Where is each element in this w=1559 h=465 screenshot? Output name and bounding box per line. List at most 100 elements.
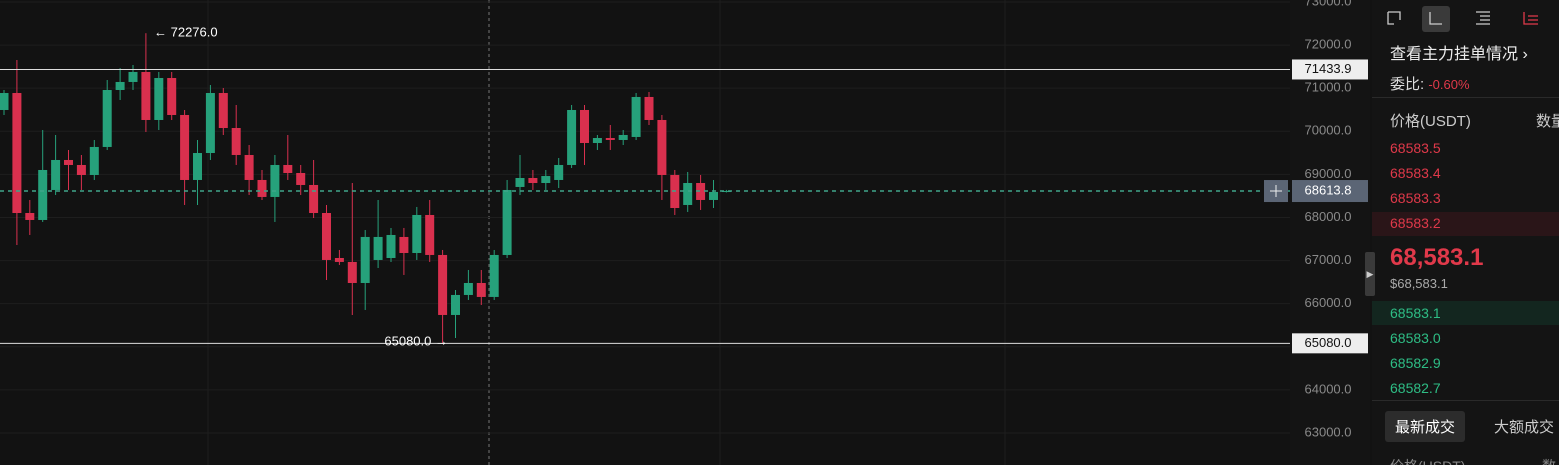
candle-body	[244, 154, 254, 180]
ratio: 委比: -0.60%	[1390, 73, 1470, 94]
y-tick-label: 64000.0	[1305, 381, 1352, 396]
candle-body	[515, 178, 525, 187]
candle-body	[554, 164, 564, 180]
candle-body	[205, 93, 215, 154]
candle-body	[399, 236, 409, 253]
y-tick-label: 63000.0	[1305, 424, 1352, 439]
candle-body	[528, 178, 538, 184]
ask-price[interactable]: 68583.3	[1390, 190, 1441, 206]
ask-highlight	[1372, 212, 1559, 236]
candle-body	[489, 254, 499, 297]
y-tick-label: 70000.0	[1305, 123, 1352, 138]
candle-body	[270, 164, 280, 197]
last-price-usd: $68,583.1	[1390, 276, 1448, 291]
candle-body	[309, 184, 319, 213]
price-tag-label: 65080.0	[1305, 335, 1352, 350]
candle-body	[580, 109, 589, 144]
candle-body	[257, 179, 267, 197]
divider	[1372, 400, 1559, 401]
candle-body	[360, 236, 370, 283]
candle-body	[451, 294, 460, 315]
candle-body	[231, 128, 241, 155]
candle-body	[373, 236, 383, 260]
tool-icon[interactable]	[1476, 11, 1490, 25]
candle-body	[721, 191, 731, 193]
y-tick-label: 67000.0	[1305, 252, 1352, 267]
trades-header: 价格(USDT)	[1390, 456, 1465, 465]
candle-body	[115, 81, 125, 90]
candle-body	[657, 119, 667, 175]
depth-link[interactable]: 查看主力挂单情况 ›	[1390, 46, 1528, 63]
candle-body	[76, 164, 86, 175]
candle-body	[438, 254, 448, 315]
candle-body	[38, 169, 48, 220]
candle-body	[180, 114, 190, 180]
ask-price[interactable]: 68583.4	[1390, 165, 1441, 181]
tool-icon[interactable]	[1429, 12, 1442, 25]
header-price: 价格(USDT)	[1390, 113, 1471, 130]
candle-body	[463, 282, 473, 295]
candle-body	[683, 183, 693, 205]
price-tag	[1292, 333, 1368, 354]
candle-body	[102, 89, 112, 147]
order-panel: 查看主力挂单情况 › 委比: -0.60% 价格(USDT) 数量 68583.…	[1372, 0, 1559, 465]
add-icon	[1270, 185, 1282, 198]
candle-body	[51, 159, 61, 190]
ask-price[interactable]: 68583.2	[1390, 215, 1441, 231]
y-tick-label: 69000.0	[1305, 166, 1352, 181]
candle-body	[154, 78, 164, 120]
candle-body	[386, 234, 396, 258]
candle-body	[218, 93, 228, 129]
price-tag	[1292, 59, 1368, 80]
y-tick-label: 73000.0	[1305, 0, 1352, 8]
candle-body	[141, 71, 151, 120]
candle-body	[167, 78, 177, 115]
candle-body	[696, 183, 706, 200]
divider	[1372, 97, 1559, 98]
candle-body	[592, 138, 602, 144]
trades-header: 数	[1542, 456, 1556, 465]
candle-body	[322, 212, 331, 260]
link-text[interactable]: 查看主力挂单情况	[1390, 46, 1519, 63]
y-tick-label: 72000.0	[1305, 37, 1352, 52]
ratio-value: -0.60%	[1428, 77, 1470, 92]
candle-body	[618, 134, 628, 140]
candle-body	[128, 71, 138, 82]
bid-price[interactable]: 68582.9	[1390, 355, 1441, 371]
y-tick-label: 68000.0	[1305, 209, 1352, 224]
tool-selected[interactable]	[1422, 6, 1450, 32]
tab[interactable]: 大额成交	[1494, 419, 1555, 436]
candle-body	[425, 214, 435, 255]
header-qty: 数量	[1536, 113, 1559, 130]
last-price: 68,583.1	[1390, 244, 1484, 271]
panel-toggle[interactable]: ▶	[1365, 252, 1375, 296]
candle-body	[412, 214, 422, 253]
low-annotation: 65080.0 →	[384, 333, 448, 348]
bid-price[interactable]: 68582.7	[1390, 380, 1441, 396]
bid-highlight	[1372, 301, 1559, 325]
candle-body	[89, 146, 99, 175]
tab-active[interactable]: 最新成交	[1385, 411, 1466, 442]
candle-body	[347, 261, 357, 283]
ask-price[interactable]: 68583.5	[1390, 140, 1441, 156]
candle-body	[193, 153, 202, 180]
candle-body	[296, 173, 306, 185]
bid-price[interactable]: 68583.1	[1390, 305, 1441, 321]
price-tag	[1292, 180, 1368, 203]
candle-body	[502, 189, 512, 255]
ratio-label: 委比:	[1390, 76, 1425, 93]
tool-icon[interactable]	[1523, 12, 1538, 25]
candle-body	[631, 96, 641, 137]
candle-body	[476, 282, 486, 297]
candle-body	[25, 212, 35, 220]
candle-body	[283, 164, 293, 174]
bid-price[interactable]: 68583.0	[1390, 330, 1441, 346]
candle-body	[709, 191, 718, 200]
candle-body	[64, 159, 73, 165]
y-tick-label: 66000.0	[1305, 295, 1352, 310]
candle-body	[12, 93, 22, 213]
y-tick-label: 71000.0	[1305, 80, 1352, 95]
high-annotation: ← 72276.0	[154, 24, 218, 39]
tool-icon[interactable]	[1387, 11, 1401, 25]
